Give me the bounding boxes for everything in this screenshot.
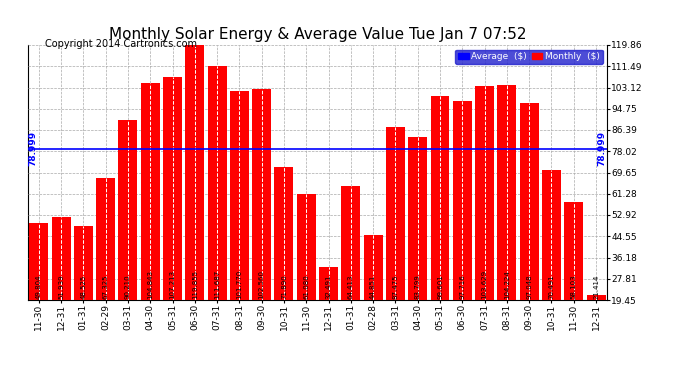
- Bar: [497, 85, 516, 300]
- Bar: [52, 217, 70, 300]
- Bar: [386, 127, 405, 300]
- Bar: [297, 194, 316, 300]
- Bar: [364, 236, 382, 300]
- Text: 49.804: 49.804: [36, 274, 42, 299]
- Bar: [96, 178, 115, 300]
- Bar: [74, 226, 92, 300]
- Bar: [542, 170, 561, 300]
- Text: 99.601: 99.601: [437, 274, 443, 299]
- Text: 101.770: 101.770: [237, 270, 242, 299]
- Bar: [453, 101, 472, 300]
- Bar: [586, 295, 606, 300]
- Bar: [230, 91, 249, 300]
- Bar: [275, 167, 293, 300]
- Bar: [520, 103, 539, 300]
- Bar: [119, 120, 137, 300]
- Bar: [163, 77, 182, 300]
- Bar: [29, 223, 48, 300]
- Text: 119.855: 119.855: [192, 270, 198, 299]
- Text: 104.843: 104.843: [147, 270, 153, 299]
- Legend: Average  ($), Monthly  ($): Average ($), Monthly ($): [455, 50, 602, 64]
- Text: 32.491: 32.491: [326, 274, 332, 299]
- Text: 103.629: 103.629: [482, 270, 488, 299]
- Bar: [342, 186, 360, 300]
- Text: 83.799: 83.799: [415, 274, 421, 299]
- Text: 67.325: 67.325: [103, 274, 108, 299]
- Text: 78.999: 78.999: [28, 131, 37, 166]
- Text: 64.413: 64.413: [348, 274, 354, 299]
- Text: 70.491: 70.491: [549, 274, 555, 299]
- Text: 44.851: 44.851: [370, 274, 376, 299]
- Bar: [475, 86, 494, 300]
- Bar: [208, 66, 226, 300]
- Bar: [564, 202, 583, 300]
- Text: 90.210: 90.210: [125, 274, 131, 299]
- Text: 111.687: 111.687: [214, 270, 220, 299]
- Text: 102.560: 102.560: [259, 270, 265, 299]
- Text: 104.224: 104.224: [504, 270, 510, 299]
- Text: Copyright 2014 Cartronics.com: Copyright 2014 Cartronics.com: [45, 39, 197, 50]
- Text: 51.939: 51.939: [58, 274, 64, 299]
- Text: 21.414: 21.414: [593, 274, 599, 299]
- Text: 87.475: 87.475: [393, 274, 398, 299]
- Text: 61.080: 61.080: [303, 274, 309, 299]
- Text: 58.103: 58.103: [571, 274, 577, 299]
- Bar: [186, 45, 204, 300]
- Text: 48.525: 48.525: [80, 274, 86, 299]
- Bar: [431, 96, 449, 300]
- Text: 97.716: 97.716: [460, 274, 465, 299]
- Title: Monthly Solar Energy & Average Value Tue Jan 7 07:52: Monthly Solar Energy & Average Value Tue…: [108, 27, 526, 42]
- Text: 71.890: 71.890: [281, 274, 287, 299]
- Bar: [253, 89, 271, 300]
- Bar: [319, 267, 338, 300]
- Bar: [141, 83, 159, 300]
- Text: 78.999: 78.999: [598, 131, 607, 166]
- Text: 107.213: 107.213: [170, 270, 175, 299]
- Text: 97.048: 97.048: [526, 274, 532, 299]
- Bar: [408, 136, 427, 300]
